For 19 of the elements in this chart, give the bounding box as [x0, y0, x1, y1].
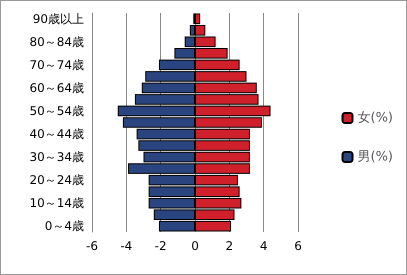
y-tick-label: 20～24歳 [29, 173, 84, 188]
y-tick-label: 70～74歳 [29, 58, 84, 72]
y-tick-label: 80～84歳 [29, 34, 84, 49]
y-tick-label: 30～34歳 [29, 150, 84, 164]
x-tick-label: 0 [191, 239, 199, 253]
x-tick-label: -2 [154, 239, 167, 253]
x-tick-label: 2 [226, 239, 234, 253]
legend-label: 男(%) [358, 150, 394, 164]
x-tick-label: 4 [260, 239, 268, 253]
y-tick-label: 10～14歳 [29, 196, 84, 210]
x-tick-label: 6 [294, 239, 302, 253]
y-tick-label: 50～54歳 [29, 104, 84, 118]
y-tick-label: 0～4歳 [44, 219, 84, 234]
x-tick-label: -6 [86, 239, 98, 253]
y-tick-label: 90歳以上 [32, 12, 84, 26]
y-tick-label: 60～64歳 [29, 80, 84, 95]
y-tick-label: 40～44歳 [29, 127, 84, 142]
legend-label: 女(%) [358, 110, 394, 126]
x-tick-label: -4 [120, 239, 132, 253]
